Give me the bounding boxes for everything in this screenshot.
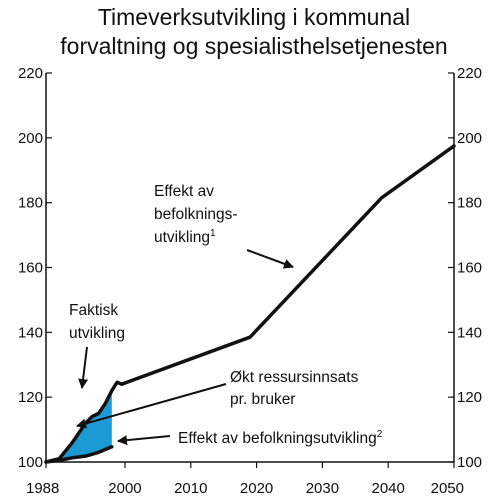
series-line-actual — [44, 380, 124, 464]
x-tick-label: 2040 — [372, 480, 405, 497]
annotation-faktisk: Faktisk — [69, 302, 118, 319]
annotation-befolkning: utvikling1 — [154, 228, 216, 246]
shaded-area-resource-effect — [46, 390, 112, 462]
arrow-befolkning — [246, 249, 294, 269]
arrow-ressurs — [76, 383, 227, 429]
annotation-ressurs: Økt ressursinnsats — [230, 369, 359, 386]
x-tick-label: 2020 — [240, 480, 273, 497]
y-tick-label-right: 160 — [457, 260, 482, 277]
chart-title-line: Timeverksutvikling i kommunal — [98, 4, 410, 30]
x-tick-label: 2000 — [108, 480, 141, 497]
y-tick-label-left: 100 — [18, 454, 43, 471]
y-tick-label-right: 100 — [457, 454, 482, 471]
series-line-projection — [119, 144, 456, 386]
y-tick-label-right: 200 — [457, 130, 482, 147]
chart-title-line: forvaltning og spesialisthelsetjenesten — [60, 33, 447, 59]
y-tick-label-left: 120 — [18, 389, 43, 406]
annotation-befolkning2: Effekt av befolkningsutvikling2 — [178, 429, 383, 447]
arrow-faktisk — [78, 346, 89, 389]
annotation-superscript: 2 — [377, 429, 383, 440]
arrow-befolkning2 — [117, 435, 171, 446]
x-tick-label: 2030 — [306, 480, 339, 497]
x-tick-label: 2010 — [174, 480, 207, 497]
x-tick-label: 1988 — [26, 480, 59, 497]
annotation-faktisk: utvikling — [69, 325, 125, 342]
y-tick-label-left: 140 — [18, 324, 43, 341]
annotation-befolkning: Effekt av — [154, 183, 214, 200]
y-tick-label-left: 160 — [18, 260, 43, 277]
y-tick-label-right: 180 — [457, 195, 482, 212]
series-line-demography — [44, 445, 114, 464]
annotation-befolkning: befolknings- — [154, 206, 238, 223]
y-tick-label-right: 220 — [457, 65, 482, 82]
y-tick-label-left: 220 — [18, 65, 43, 82]
annotation-superscript: 1 — [210, 228, 216, 239]
y-tick-label-right: 140 — [457, 324, 482, 341]
annotation-ressurs: pr. bruker — [230, 391, 295, 408]
y-tick-label-left: 180 — [18, 195, 43, 212]
y-tick-label-right: 120 — [457, 389, 482, 406]
y-tick-label-left: 200 — [18, 130, 43, 147]
x-tick-label: 2050 — [431, 480, 464, 497]
